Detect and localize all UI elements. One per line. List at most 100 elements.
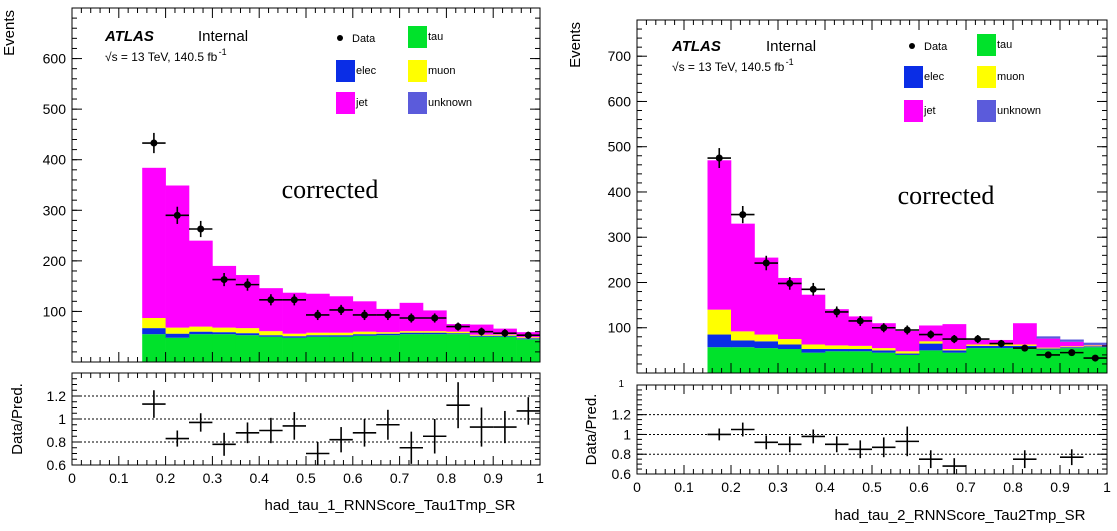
ratio-top-tick-label: 1	[618, 379, 624, 390]
x-tick-label: 0.7	[956, 479, 976, 495]
bar-muon	[306, 332, 330, 336]
ratio-y-axis-label: Data/Pred.	[583, 394, 600, 466]
bar-elec	[329, 335, 354, 337]
bar-muon	[754, 334, 779, 342]
bar-tau	[516, 339, 541, 362]
bar-elec	[142, 328, 166, 335]
x-tick-label: 0.9	[1050, 479, 1070, 495]
x-tick-label: 0.8	[437, 470, 457, 486]
bar-elec	[282, 336, 307, 338]
y-tick-label: 200	[43, 253, 67, 269]
bar-muon	[778, 339, 802, 345]
data-point	[337, 306, 345, 314]
bar-muon	[825, 345, 849, 350]
bar-elec	[446, 333, 471, 335]
bar-muon	[142, 318, 166, 329]
bar-elec	[1036, 348, 1061, 350]
legend-label: Data	[352, 33, 376, 45]
data-point	[431, 314, 439, 322]
legend-swatch-tau	[977, 34, 996, 56]
data-points	[707, 148, 1107, 362]
data-point	[974, 335, 982, 343]
data-point	[1044, 351, 1052, 359]
bar-elec	[376, 333, 400, 336]
legend-label: tau	[997, 39, 1012, 51]
bar-elec	[235, 333, 260, 336]
data-point	[197, 225, 205, 233]
bar-tau	[446, 334, 471, 362]
bar-muon	[235, 328, 260, 334]
bar-elec	[1060, 347, 1084, 349]
y-tick-label: 500	[608, 139, 632, 155]
bar-jet	[259, 288, 283, 332]
legend: Data tau elec muon jet unknown	[904, 34, 1041, 122]
y-tick-label: 600	[43, 51, 67, 67]
legend-label: unknown	[997, 105, 1041, 117]
x-tick-label: 0.9	[483, 470, 503, 486]
data-points	[142, 132, 540, 339]
bar-elec	[165, 333, 190, 338]
data-point	[833, 308, 841, 316]
bar-muon	[872, 348, 896, 351]
y-tick-label: 400	[608, 184, 632, 200]
ratio-y-tick-label: 1	[58, 411, 66, 427]
atlas-label: ATLAS	[671, 38, 721, 55]
bar-elec	[754, 341, 779, 349]
legend-label: unknown	[428, 97, 472, 109]
bar-muon	[189, 326, 213, 332]
y-tick-label: 700	[608, 48, 632, 64]
ratio-y-tick-label: 1.2	[47, 388, 67, 404]
y-tick-label: 500	[43, 101, 67, 117]
data-point	[1021, 344, 1029, 352]
bar-muon	[446, 331, 471, 334]
bar-muon	[966, 344, 990, 346]
bar-tau	[919, 350, 943, 373]
x-tick-label: 0.6	[909, 479, 929, 495]
ratio-points	[707, 422, 1084, 474]
legend-label: elec	[356, 65, 377, 77]
bar-tau	[707, 347, 732, 373]
bar-tau	[778, 349, 802, 373]
legend-label: Data	[924, 41, 948, 53]
bar-jet	[872, 323, 896, 349]
y-axis-label: Events	[1, 10, 18, 56]
internal-label: Internal	[766, 38, 816, 55]
bar-jet	[825, 309, 849, 346]
bar-muon	[423, 331, 447, 333]
bar-jet	[801, 294, 826, 345]
bar-tau	[259, 336, 283, 362]
x-tick-label: 0.7	[390, 470, 410, 486]
bar-elec	[423, 332, 447, 335]
bar-tau	[282, 337, 307, 362]
bar-tau	[1013, 348, 1037, 373]
bar-jet	[1013, 323, 1037, 345]
ratio-y-tick-label: 0.6	[612, 466, 632, 482]
x-tick-label: 0.5	[296, 470, 316, 486]
bar-jet	[235, 275, 260, 329]
bar-tau	[895, 354, 920, 373]
x-tick-label: 0.1	[109, 470, 129, 486]
y-tick-label: 300	[608, 229, 632, 245]
bar-tau	[142, 334, 166, 362]
data-point	[267, 296, 275, 304]
data-point	[384, 311, 392, 319]
x-tick-label: 0.1	[674, 479, 694, 495]
data-point	[478, 328, 485, 336]
corrected-annotation: corrected	[898, 181, 995, 210]
legend-label: jet	[923, 105, 936, 117]
data-point	[809, 285, 817, 293]
data-point	[762, 259, 770, 267]
legend-marker-data	[337, 35, 343, 41]
bar-tau	[329, 336, 354, 362]
data-point	[407, 314, 415, 322]
bar-elec	[352, 334, 377, 336]
y-tick-label: 200	[608, 274, 632, 290]
stacked-histogram	[707, 160, 1108, 373]
bar-tau	[423, 334, 447, 362]
bar-muon	[376, 332, 400, 334]
data-point	[244, 281, 251, 289]
bar-elec	[848, 349, 873, 352]
bar-tau	[399, 334, 424, 362]
data-point	[290, 296, 298, 304]
bar-elec	[942, 350, 967, 353]
